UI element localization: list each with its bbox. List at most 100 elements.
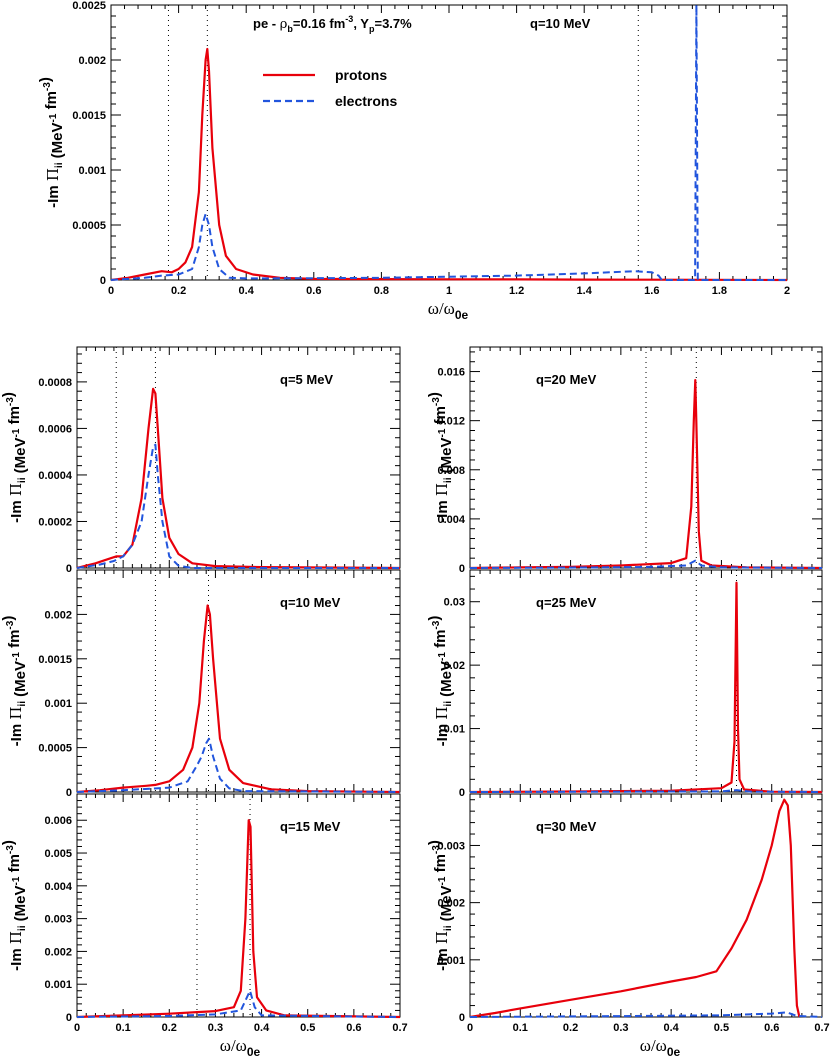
x-tick-label: 0.1	[115, 1022, 130, 1034]
series-line-protons	[469, 581, 823, 794]
y-tick-label: 0.02	[444, 660, 465, 672]
x-tick-label: 0.2	[171, 285, 186, 297]
y-tick-label: 0.001	[78, 165, 106, 177]
x-tick-label: 0.2	[162, 1022, 177, 1034]
q-annotation: q=10 MeV	[530, 16, 591, 31]
series-line-electrons	[110, 4, 787, 281]
x-tick-label: 0.6	[306, 285, 321, 297]
y-tick-label: 0.0006	[38, 423, 72, 435]
q-annotation: q=15 MeV	[280, 819, 341, 834]
y-tick-label: 0	[459, 563, 465, 575]
y-tick-label: 0.03	[444, 597, 465, 609]
y-tick-label: 0.0015	[38, 654, 72, 666]
x-tick-label: 2	[784, 285, 790, 297]
x-tick-label: 0.7	[814, 1022, 829, 1034]
legend-label-electrons: electrons	[335, 93, 397, 109]
x-tick-label: 0.3	[208, 1022, 223, 1034]
x-tick-label: 0.4	[663, 1022, 679, 1034]
y-tick-label: 0	[459, 787, 465, 799]
plot-frame	[76, 569, 401, 793]
q-annotation: q=25 MeV	[536, 595, 597, 610]
y-tick-label: 0	[66, 563, 72, 575]
y-tick-label: 0	[100, 275, 106, 287]
x-tick-label: 0.5	[300, 1022, 315, 1034]
y-tick-label: 0.0002	[38, 516, 72, 528]
y-axis-label: -Im Πii (MeV-1 fm-3)	[37, 77, 66, 208]
y-tick-label: 0.005	[44, 848, 72, 860]
panel-q15: 0 0.1 0.2 0.3 0.4 0.5 0.6 0.7 0 0.001 0.002 0.003 0.…	[0, 793, 408, 1059]
series-line-protons	[469, 798, 801, 1019]
series-line-protons	[76, 387, 401, 570]
y-tick-label: 0.002	[78, 55, 106, 67]
y-axis-label: -Im Πii (MeV-1 fm-3)	[0, 616, 29, 747]
panel-q5: 0 0.0002 0.0004 0.0006 0.0008 q=5 MeV -Im Πii …	[0, 346, 401, 575]
y-tick-label: 0.0015	[72, 110, 106, 122]
y-tick-label: 0.006	[44, 815, 72, 827]
y-tick-label: 0.0008	[38, 377, 72, 389]
x-axis-label: ω/ω0e	[220, 1036, 261, 1059]
x-axis-label: ω/ω0e	[640, 1036, 681, 1059]
y-axis-label: -Im Πii (MeV-1 fm-3)	[0, 392, 29, 523]
y-tick-label: 0.002	[44, 946, 72, 958]
x-tick-label: 0.7	[392, 1022, 407, 1034]
y-tick-label: 0.01	[444, 724, 465, 736]
x-tick-label: 0	[467, 1022, 473, 1034]
y-tick-label: 0.0004	[38, 470, 73, 482]
x-tick-label: 1	[446, 285, 452, 297]
y-tick-label: 0.0025	[72, 0, 106, 12]
x-tick-label: 0.4	[239, 285, 255, 297]
panel-q30: 0 0.1 0.2 0.3 0.4 0.5 0.6 0.7 0 0.001 0.002 0.003 q=…	[426, 793, 830, 1059]
y-tick-label: 0	[66, 787, 72, 799]
panel-q10: 0 0.0005 0.001 0.0015 0.002 q=10 MeV -Im Πii (…	[0, 569, 401, 799]
y-tick-label: 0.004	[44, 881, 72, 893]
y-axis-label: -Im Πii (MeV-1 fm-3)	[426, 840, 455, 971]
x-tick-label: 0.4	[254, 1022, 270, 1034]
series-line-protons	[76, 819, 401, 1019]
x-tick-label: 0.1	[513, 1022, 528, 1034]
y-tick-label: 0.0005	[72, 220, 106, 232]
y-axis-label: -Im Πii (MeV-1 fm-3)	[426, 616, 455, 747]
q-annotation: q=5 MeV	[280, 372, 333, 387]
series-line-electrons	[76, 989, 401, 1018]
x-axis-label: ω/ω0e	[428, 299, 469, 322]
plot-frame	[469, 793, 823, 1018]
y-tick-label: 0.001	[437, 955, 465, 967]
y-tick-label: 0.001	[44, 979, 72, 991]
x-tick-label: 0.2	[563, 1022, 578, 1034]
x-tick-label: 0.5	[714, 1022, 729, 1034]
y-tick-label: 0.001	[44, 698, 72, 710]
x-tick-label: 0.8	[374, 285, 389, 297]
y-tick-label: 0.002	[437, 898, 465, 910]
y-tick-label: 0.003	[437, 840, 465, 852]
plot-frame	[76, 793, 401, 1018]
series-line-electrons	[76, 737, 401, 793]
y-tick-label: 0.008	[437, 465, 465, 477]
x-tick-label: 0.3	[613, 1022, 628, 1034]
series-line-protons	[110, 47, 788, 282]
plot-frame	[469, 569, 823, 793]
panel-top: 0 0.2 0.4 0.6 0.8 1 1.2 1.4 1.6 1.8 2 0 0.0005 0.001 0…	[37, 0, 790, 322]
plot-frame	[76, 346, 401, 569]
series-line-protons	[76, 604, 401, 794]
x-tick-label: 0.6	[764, 1022, 779, 1034]
series-line-electrons	[76, 443, 400, 569]
y-tick-label: 0	[459, 1012, 465, 1024]
y-tick-label: 0.016	[437, 367, 465, 379]
legend: protons electrons	[263, 67, 397, 109]
x-tick-label: 0	[108, 285, 114, 297]
series-line-protons	[469, 379, 823, 570]
y-tick-label: 0.0005	[38, 743, 72, 755]
q-annotation: q=10 MeV	[280, 595, 341, 610]
y-tick-label: 0.003	[44, 914, 72, 926]
series-line-electrons	[469, 559, 823, 569]
y-tick-label: 0	[66, 1012, 72, 1024]
series-line-electrons	[469, 789, 823, 793]
y-tick-label: 0.004	[437, 514, 465, 526]
x-tick-label: 1.8	[712, 285, 727, 297]
x-tick-label: 1.4	[577, 285, 593, 297]
legend-label-protons: protons	[335, 67, 387, 83]
series-line-electrons	[469, 1011, 823, 1018]
y-tick-label: 0.012	[437, 416, 465, 428]
chart-title: pe - ρb=0.16 fm-3, Yp=3.7%	[253, 14, 412, 34]
